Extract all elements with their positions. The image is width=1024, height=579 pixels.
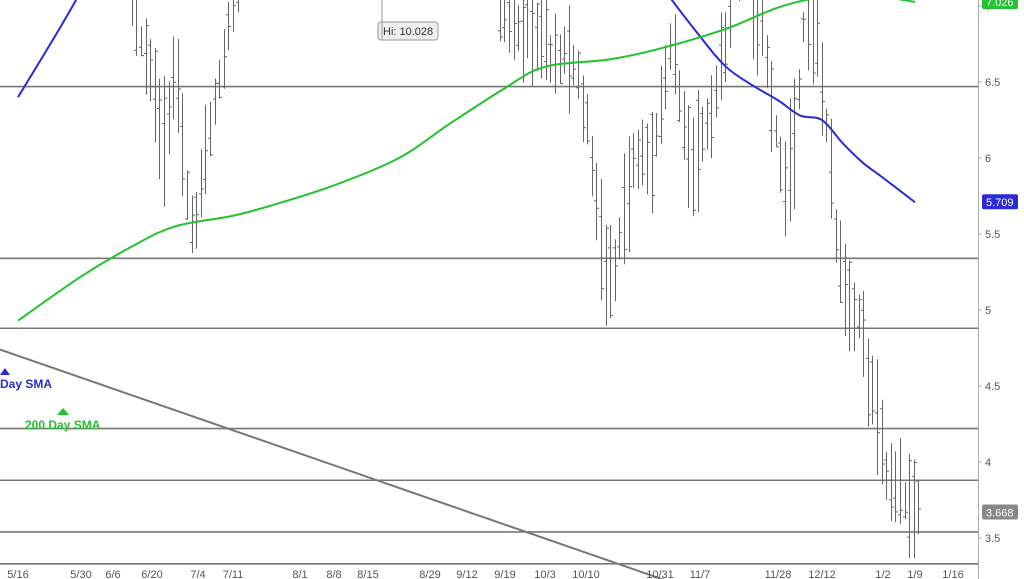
- high-label-box: [377, 21, 439, 41]
- x-tick-label: 10/3: [534, 569, 555, 579]
- y-tick-label: 6: [985, 153, 991, 165]
- x-tick-label: 12/12: [808, 569, 836, 579]
- sma-200-marker-icon: [57, 408, 69, 415]
- x-tick-label: 5/30: [70, 569, 91, 579]
- sma-200-value-badge: 7.026: [986, 0, 1014, 9]
- y-tick-label: 5.5: [985, 229, 1000, 241]
- sma-50-line: [17, 0, 916, 204]
- last-price-badge-box: [982, 504, 1018, 520]
- y-tick-label: 4: [985, 457, 991, 469]
- sma-200-line: [17, 0, 916, 322]
- sma-50-label: Day SMA: [0, 377, 52, 391]
- x-tick-label: 10/10: [572, 569, 600, 579]
- x-tick-label: 9/19: [494, 569, 515, 579]
- y-tick-label: 4.5: [985, 381, 1000, 393]
- last-price-badge: 3.668: [986, 507, 1014, 519]
- x-tick-label: 1/16: [942, 569, 963, 579]
- sma-50-marker-icon: [0, 368, 10, 375]
- x-tick-label: 8/1: [292, 569, 307, 579]
- sma-200-label: 200 Day SMA: [25, 418, 101, 432]
- x-tick-label: 1/2: [875, 569, 890, 579]
- x-tick-label: 6/20: [141, 569, 162, 579]
- sma-50-value-badge-box: [982, 194, 1018, 210]
- x-tick-label: 7/4: [190, 569, 205, 579]
- sma-50-value-badge: 5.709: [986, 197, 1014, 209]
- x-tick-label: 8/29: [419, 569, 440, 579]
- x-tick-label: 9/12: [456, 569, 477, 579]
- trendline: [0, 348, 665, 579]
- plot-background: [0, 0, 978, 579]
- x-tick-label: 7/11: [223, 569, 244, 579]
- x-tick-label: 8/15: [357, 569, 378, 579]
- x-tick-label: 11/7: [690, 569, 711, 579]
- x-tick-label: 11/28: [765, 569, 792, 579]
- x-tick-label: 6/6: [105, 569, 120, 579]
- y-tick-label: 5: [985, 305, 991, 317]
- x-tick-label: 1/9: [907, 569, 922, 579]
- sma-200-value-badge-box: [982, 0, 1018, 10]
- x-tick-label: 10/31: [646, 569, 674, 579]
- y-tick-label: 6.5: [985, 77, 1000, 89]
- y-tick-label: 3.5: [985, 533, 1000, 545]
- x-tick-label: 8/8: [326, 569, 341, 579]
- x-tick-label: 5/16: [7, 569, 28, 579]
- high-label: Hi: 10.028: [383, 26, 433, 38]
